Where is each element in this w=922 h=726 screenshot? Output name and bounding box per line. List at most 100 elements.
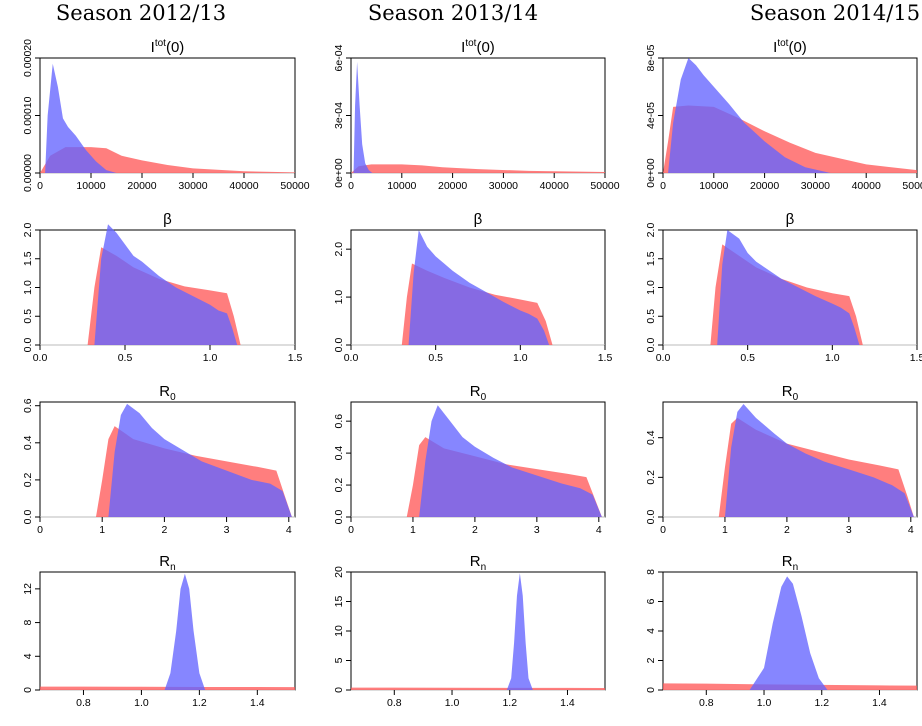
density-area-blue [408,230,550,345]
x-tick-label: 0.0 [656,352,671,364]
y-tick-label: 0.0 [645,338,657,353]
panel-title-symbol: R [782,383,793,400]
y-tick-label: 0.6 [333,414,345,429]
y-tick-label: 0 [333,687,345,693]
panel-8: R00 1 2 3 40.00.20.40.6 [333,383,606,536]
y-tick-label: 0.2 [333,478,345,493]
panel-title-subscript: n [481,562,487,573]
x-tick-label: 50000 [902,180,922,192]
y-tick-label: 8 [645,569,657,575]
density-area-blue [717,230,860,345]
panel-title-subscript: 0 [170,392,176,403]
x-tick-label: 0 [37,180,43,192]
x-tick-label: 0 [660,524,666,536]
x-tick-label: 0 [37,524,43,536]
x-tick-label: 1.4 [872,697,887,709]
y-tick-label: 0.0 [645,510,657,525]
panel-title-symbol: I [461,39,465,56]
season-title-3: Season 2014/15 [749,1,921,25]
panel-9: R00 1 2 3 40.00.20.4 [645,383,918,536]
panel-title: β [474,211,483,228]
season-title-2: Season 2013/14 [367,1,539,25]
y-tick-label: 0.0 [333,338,345,353]
density-area-blue [749,576,828,690]
x-tick-label: 1.2 [814,697,829,709]
y-tick-label: 12 [22,583,34,595]
panel-title-symbol: R [782,553,793,570]
density-area-red [351,164,605,173]
x-tick-label: 1 [410,524,416,536]
x-tick-label: 0.8 [699,697,714,709]
x-tick-label: 10000 [387,180,416,192]
density-area-blue [164,573,206,690]
panel-title: β [786,211,795,228]
panel-title: R0 [470,383,487,403]
y-tick-label: 0e+00 [333,158,345,188]
x-tick-label: 4 [908,524,914,536]
y-tick-label: 0e+00 [645,158,657,188]
y-tick-label: 1.0 [645,280,657,295]
x-tick-label: 40000 [229,180,258,192]
y-tick-label: 5 [333,657,345,663]
plot-frame [350,571,606,691]
x-tick-label: 0.0 [344,352,359,364]
x-tick-label: 50000 [590,180,619,192]
x-tick-label: 0.8 [387,697,402,709]
y-tick-label: 6e-04 [333,44,345,71]
panel-title-argument: (0) [476,39,494,56]
x-tick-label: 1.0 [513,352,528,364]
panel-title-superscript: tot [465,38,476,49]
x-tick-label: 1.2 [192,697,207,709]
y-tick-label: 0 [22,687,34,693]
y-tick-label: 0.2 [22,472,34,487]
y-tick-label: 0.00010 [22,96,34,134]
y-tick-label: 4 [22,653,34,659]
y-tick-label: 4e-05 [645,102,657,129]
x-tick-label: 1 [99,524,105,536]
x-tick-label: 1 [722,524,728,536]
x-tick-label: 10000 [699,180,728,192]
y-tick-label: 0.0 [333,510,345,525]
plot-frame [350,57,606,174]
y-tick-label: 1.0 [22,280,34,295]
x-tick-label: 0.5 [428,352,443,364]
panel-title-symbol: β [786,211,795,228]
panel-title-symbol: I [773,39,777,56]
panel-title: β [163,211,172,228]
x-tick-label: 1.0 [445,697,460,709]
density-area-blue [506,573,533,690]
y-tick-label: 10 [333,625,345,637]
x-tick-label: 1.5 [910,352,922,364]
density-area-blue [108,403,292,517]
x-tick-label: 0.0 [33,352,48,364]
y-tick-label: 2 [645,657,657,663]
panel-title: Itot(0) [151,38,185,56]
panel-title-symbol: R [159,383,170,400]
y-tick-label: 2.0 [22,223,34,238]
y-tick-label: 0.4 [645,430,657,445]
y-tick-label: 8e-05 [645,44,657,71]
panel-4: β 0.0 0.5 1.0 1.5 0.0 0.5 1.0 1.5 2.0 [22,211,302,364]
panel-6: β 0.0 0.5 1.0 1.5 0.0 0.5 1.0 1.5 2.0 [645,211,922,364]
x-tick-label: 2 [784,524,790,536]
x-tick-label: 50000 [280,180,309,192]
x-tick-label: 0 [348,180,354,192]
density-area-blue [668,58,831,173]
y-tick-label: 0.0 [22,510,34,525]
density-area-blue [353,61,373,173]
panel-title: R0 [159,383,176,403]
panel-title-subscript: n [170,562,176,573]
x-tick-label: 1.5 [598,352,613,364]
y-tick-label: 6 [645,598,657,604]
panel-title: Itot(0) [461,38,495,56]
y-tick-label: 4 [645,628,657,634]
panel-3: Itot(0) 0 10000 20000 30000 40000 50000 0e+00 4e… [645,38,922,192]
x-tick-label: 1.4 [560,697,575,709]
x-tick-label: 2 [161,524,167,536]
y-tick-label: 0.4 [22,435,34,450]
x-tick-label: 1.5 [288,352,303,364]
season-title-1: Season 2012/13 [55,1,227,25]
panel-title: R0 [782,383,799,403]
x-tick-label: 40000 [540,180,569,192]
